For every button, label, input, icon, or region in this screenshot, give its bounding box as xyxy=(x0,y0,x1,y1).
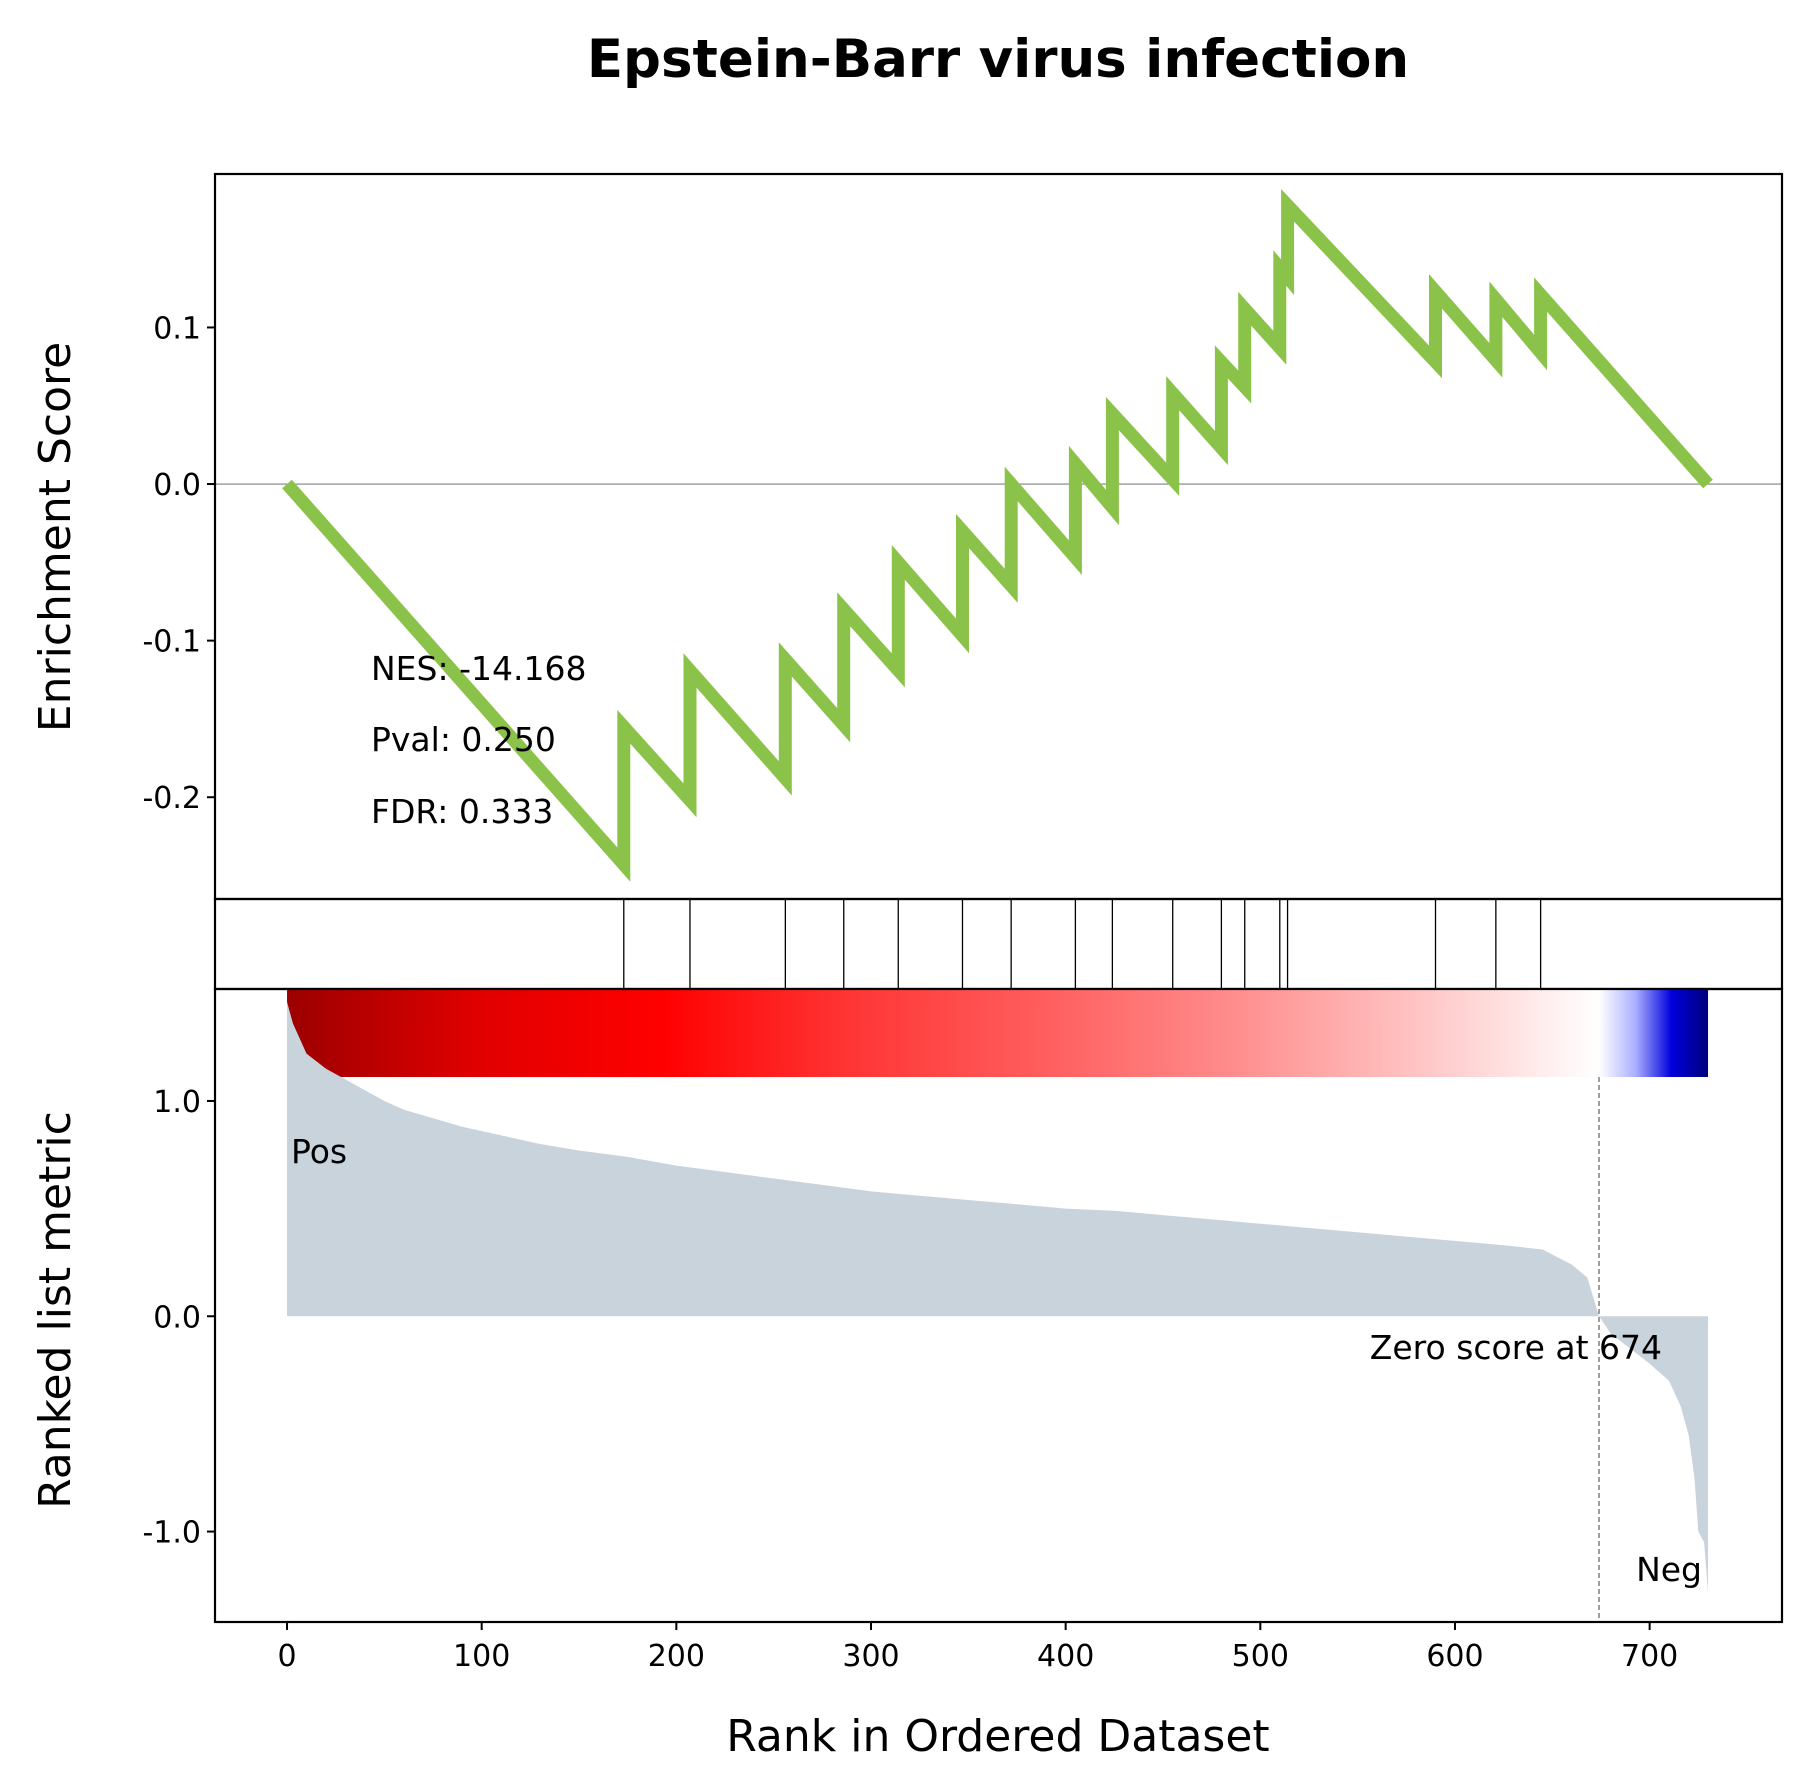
x-axis-title: Rank in Ordered Dataset xyxy=(726,1711,1269,1762)
x-tick-label: 700 xyxy=(1621,1639,1678,1674)
ranked-metric-panel: 1.0 0.0 -1.0 Zero score at 674 Pos Neg Ran… xyxy=(30,987,1784,1624)
fdr-label: FDR: 0.333 xyxy=(371,792,553,831)
metric-y-axis-title: Ranked list metric xyxy=(30,1111,81,1509)
enrichment-score-panel: 0.10.0-0.1-0.2 NES: -14.168 Pval: 0.250 … xyxy=(30,172,1784,901)
es-y-tick-label: -0.1 xyxy=(142,625,201,660)
ranked-metric-area xyxy=(287,1001,1708,1592)
x-tick-label: 100 xyxy=(453,1639,510,1674)
metric-panel-frame xyxy=(213,987,1784,1624)
es-y-tick-label: 0.0 xyxy=(153,468,201,503)
rank-color-bar xyxy=(287,989,1709,1077)
x-tick-label: 0 xyxy=(277,1639,296,1674)
es-panel-frame xyxy=(213,172,1784,901)
neg-label: Neg xyxy=(1636,1550,1702,1589)
gene-hits-panel xyxy=(213,897,1784,991)
x-tick-label: 200 xyxy=(648,1639,705,1674)
es-y-tick-label: 0.1 xyxy=(153,311,201,346)
x-tick-label: 300 xyxy=(842,1639,899,1674)
metric-y-ticks: 1.0 0.0 -1.0 xyxy=(142,1085,215,1551)
x-tick-label: 400 xyxy=(1037,1639,1094,1674)
zero-score-label: Zero score at 674 xyxy=(1370,1328,1662,1367)
pval-label: Pval: 0.250 xyxy=(371,720,556,759)
es-y-tick-label: -0.2 xyxy=(142,781,201,816)
chart-title: Epstein-Barr virus infection xyxy=(587,29,1409,90)
x-tick-label: 500 xyxy=(1232,1639,1289,1674)
pos-label: Pos xyxy=(291,1132,347,1171)
hit-lines xyxy=(623,899,1542,989)
x-axis-ticks: 0 100 200 300 400 500 600 700 xyxy=(277,1622,1678,1674)
metric-y-tick-label: 0.0 xyxy=(153,1300,201,1335)
metric-y-tick-label: -1.0 xyxy=(142,1516,201,1551)
es-line-series xyxy=(282,188,1713,882)
nes-label: NES: -14.168 xyxy=(371,649,586,688)
hits-panel-frame xyxy=(213,897,1784,991)
es-y-axis-title: Enrichment Score xyxy=(30,342,81,732)
metric-y-tick-label: 1.0 xyxy=(153,1085,201,1120)
es-y-ticks: 0.1 0.0 -0.1 -0.2 xyxy=(142,311,215,816)
x-tick-label: 600 xyxy=(1426,1639,1483,1674)
